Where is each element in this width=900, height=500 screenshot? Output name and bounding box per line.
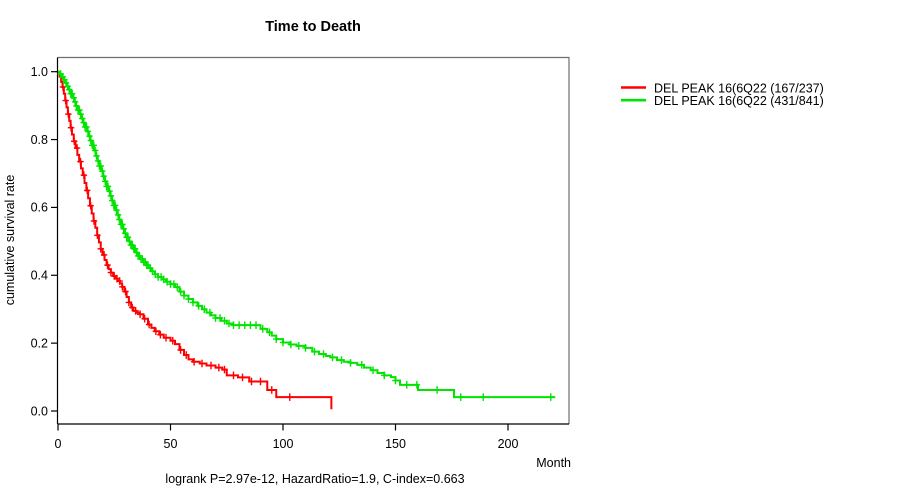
- svg-text:0: 0: [55, 437, 62, 451]
- y-axis-label: cumulative survival rate: [3, 175, 17, 306]
- svg-text:0.2: 0.2: [31, 336, 48, 350]
- stats-annotation: logrank P=2.97e-12, HazardRatio=1.9, C-i…: [165, 472, 464, 486]
- legend-label-red-group: DEL PEAK 16(6Q22 (167/237): [654, 82, 824, 96]
- svg-text:100: 100: [273, 437, 294, 451]
- svg-text:200: 200: [498, 437, 519, 451]
- svg-text:150: 150: [385, 437, 406, 451]
- legend: DEL PEAK 16(6Q22 (167/237) DEL PEAK 16(6…: [621, 82, 824, 108]
- plot-box: [56, 56, 570, 425]
- svg-text:0.0: 0.0: [31, 404, 48, 418]
- svg-text:0.4: 0.4: [31, 269, 48, 283]
- x-axis-ticks: 0 50 100 150 200: [55, 424, 519, 451]
- chart-title: Time to Death: [265, 19, 361, 35]
- svg-text:0.8: 0.8: [31, 133, 48, 147]
- plot-frame-top-right: [57, 56, 570, 424]
- svg-text:1.0: 1.0: [31, 65, 48, 79]
- survival-curves: [57, 70, 556, 410]
- legend-label-green-group: DEL PEAK 16(6Q22 (431/841): [654, 94, 824, 108]
- y-axis-ticks: 0.0 0.2 0.4 0.6 0.8 1.0: [31, 65, 58, 418]
- svg-text:0.6: 0.6: [31, 201, 48, 215]
- svg-text:50: 50: [164, 437, 178, 451]
- x-axis-label: Month: [536, 456, 571, 470]
